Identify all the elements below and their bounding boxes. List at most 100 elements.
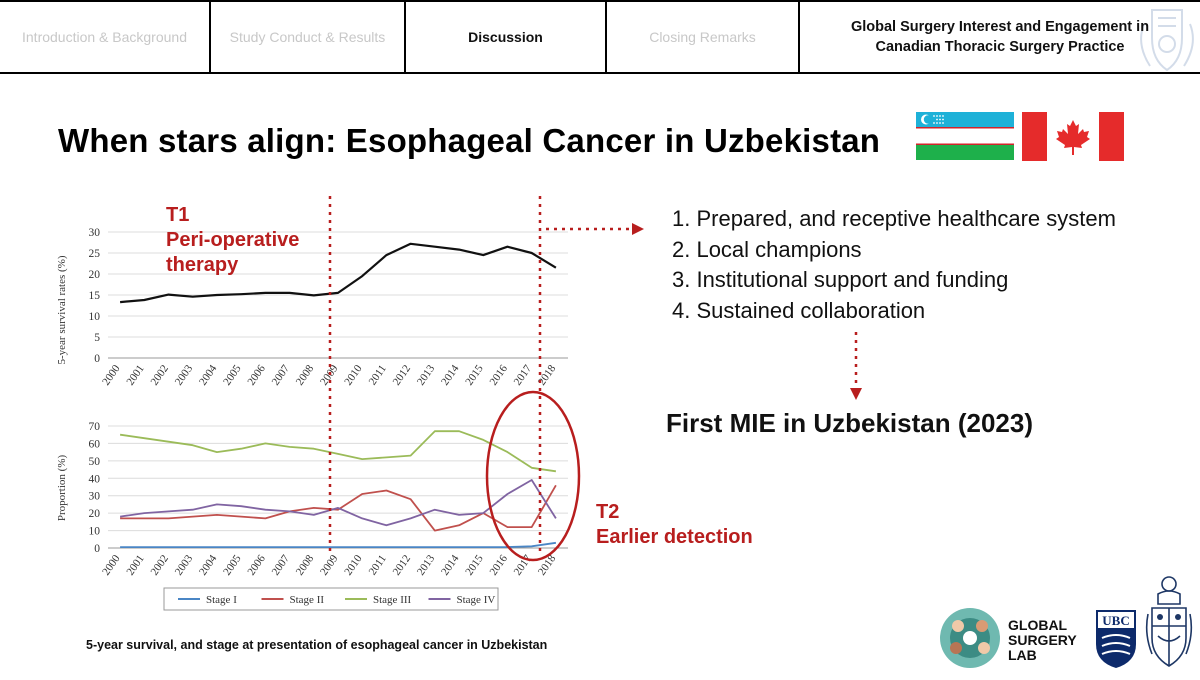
gsl-logo-text: GLOBAL SURGERY LAB [1008,618,1077,663]
x-tick-label: 2005 [221,362,244,387]
x-tick-label: 2011 [367,363,389,388]
tab-study-conduct-results[interactable]: Study Conduct & Results [211,2,406,72]
t2-line-2: Earlier detection [596,526,753,548]
x-tick-label: 2009 [318,552,341,577]
tab-label: Closing Remarks [649,29,756,45]
series-line [120,242,557,304]
x-tick-label: 2011 [367,553,389,578]
x-tick-label: 2009 [318,362,341,387]
crest-watermark-icon [1140,9,1194,72]
y-tick-label: 20 [89,508,101,520]
presentation-title: Global Surgery Interest and Engagement i… [800,2,1200,72]
figure-caption: 5-year survival, and stage at presentati… [86,638,548,652]
gsl-word-1: GLOBAL [1008,617,1068,633]
x-tick-label: 2013 [415,362,438,387]
proportion-grid [108,425,568,549]
x-tick-label: 2008 [294,552,317,577]
legend-label: Stage I [206,594,237,606]
x-tick-label: 2004 [197,552,220,577]
x-tick-label: 2003 [173,362,196,387]
tab-closing-remarks[interactable]: Closing Remarks [607,2,800,72]
legend-label: Stage III [373,594,412,606]
x-tick-label: 2001 [124,553,146,578]
x-tick-label: 2008 [294,362,317,387]
stage-iii-line [119,430,557,473]
survival-grid [108,231,568,359]
y-tick-label: 10 [89,526,101,538]
stage-iv-line [119,479,557,527]
t1-label: T1 Peri-operative therapy [166,203,299,278]
y-tick-label: 25 [89,248,101,260]
y-tick-label: 0 [94,353,100,365]
tab-label: Study Conduct & Results [229,29,386,45]
x-tick-label: 2006 [245,552,268,577]
t2-title: T2 [596,501,620,523]
y-tick-label: 0 [94,543,100,555]
tab-discussion[interactable]: Discussion [406,2,607,72]
legend-label: Stage IV [457,594,496,606]
y-tick-label: 60 [89,438,101,450]
title-line-2: Canadian Thoracic Surgery Practice [875,39,1125,55]
y-tick-label: 50 [89,456,101,468]
ubc-text: UBC [1102,613,1129,628]
y-tick-label: 5 [94,332,100,344]
uzbekistan-flag-icon [916,112,1014,160]
y-tick-label: 10 [89,311,101,323]
success-factors-list: 1. Prepared, and receptive healthcare sy… [672,204,1116,326]
x-tick-label: 2010 [342,362,365,387]
ubc-crest-icon: UBC [1096,610,1136,668]
arrow-head-down-icon [850,388,862,400]
x-tick-label: 2010 [342,552,365,577]
t1-line-2: Peri-operative [166,229,300,251]
legend-box [163,587,499,611]
x-tick-label: 2013 [415,552,438,577]
y-tick-label: 20 [89,269,101,281]
t1-title: T1 [166,204,190,226]
x-tick-label: 2005 [221,552,244,577]
t1-line-3: therapy [166,254,239,276]
tab-label: Introduction & Background [22,29,187,45]
global-surgery-lab-logo-icon [940,608,1000,668]
list-item: 2. Local champions [672,236,862,262]
x-tick-label: 2016 [487,552,510,577]
proportion-y-ticks: 0 10 20 30 40 50 60 70 [89,421,101,555]
uoft-crest-icon [1145,576,1193,667]
conclusion-text: First MIE in Uzbekistan (2023) [666,408,1033,438]
gsl-word-3: LAB [1008,647,1037,663]
x-tick-label: 2014 [439,552,462,577]
x-tick-label: 2012 [391,553,413,578]
x-tick-label: 2015 [463,552,486,577]
x-tick-label: 2002 [149,553,171,578]
survival-y-axis-label: 5-year survival rates (%) [56,255,68,364]
gsl-word-2: SURGERY [1008,632,1077,648]
x-tick-label: 2017 [512,552,535,577]
x-tick-label: 2012 [391,363,413,388]
y-tick-label: 30 [89,227,101,239]
tab-introduction-background[interactable]: Introduction & Background [0,2,211,72]
list-item: 3. Institutional support and funding [672,267,1009,292]
x-tick-label: 2003 [173,552,196,577]
chart-legend: Stage I Stage II Stage III Stage IV [163,587,499,611]
list-item: 4. Sustained collaboration [672,297,926,323]
x-tick-label: 2002 [149,363,171,388]
proportion-lines [119,430,557,549]
x-tick-label: 2000 [100,362,123,387]
t2-label: T2 Earlier detection [596,500,753,550]
survival-rate-chart: 5-year survival rates (%) 0 5 10 15 20 25 30 2… [56,227,568,388]
arrow-head-right-icon [632,223,644,235]
x-tick-label: 2015 [463,362,486,387]
list-item: 1. Prepared, and receptive healthcare sy… [672,206,1116,231]
title-line-1: Global Surgery Interest and Engagement i… [850,19,1150,35]
y-tick-label: 30 [89,491,101,503]
x-tick-label: 2017 [512,362,535,387]
x-tick-label: 2018 [536,362,559,387]
survival-y-ticks: 0 5 10 15 20 25 30 [89,227,101,365]
proportion-x-ticks: 2000 2001 2002 2003 2004 2005 2006 2007 2008 2009… [100,552,559,577]
canada-flag-icon [1022,112,1124,161]
x-tick-label: 2006 [245,362,268,387]
legend-label: Stage II [290,594,325,606]
survival-x-ticks: 2000 2001 2002 2003 2004 2005 2006 2007 2008 2009… [100,362,559,387]
section-nav: Introduction & Background Study Conduct … [0,0,1200,74]
y-tick-label: 15 [89,290,101,302]
